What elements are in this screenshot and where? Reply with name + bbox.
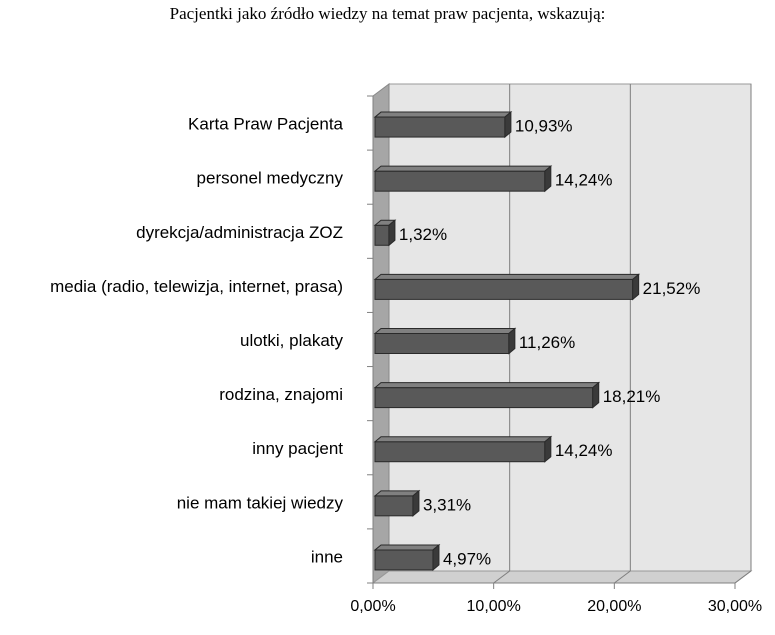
- bar-top: [373, 490, 421, 497]
- category-label: personel medyczny: [197, 169, 344, 188]
- x-tick-label: 0,00%: [350, 598, 395, 615]
- bar-top: [373, 436, 553, 443]
- bar: [374, 333, 510, 354]
- plot-floor: [371, 570, 753, 584]
- data-label: 11,26%: [519, 333, 575, 352]
- bar-side: [632, 273, 640, 301]
- bar-side: [592, 381, 600, 409]
- bar: [374, 170, 546, 192]
- x-tick-label: 30,00%: [708, 598, 762, 615]
- category-label: Karta Praw Pacjenta: [188, 115, 344, 134]
- category-label: inne: [311, 547, 343, 566]
- category-label: dyrekcja/administracja ZOZ: [136, 223, 343, 242]
- data-label: 1,32%: [399, 225, 447, 244]
- bar: [374, 495, 414, 517]
- category-label: rodzina, znajomi: [219, 385, 343, 404]
- data-label: 10,93%: [515, 117, 573, 136]
- gridline-floor: [734, 570, 752, 584]
- category-label: nie mam takiej wiedzy: [177, 493, 344, 512]
- bar: [374, 224, 390, 246]
- bar: [374, 116, 506, 138]
- category-label: media (radio, telewizja, internet, prasa…: [50, 277, 343, 296]
- bar-side: [508, 327, 516, 355]
- data-label: 21,52%: [643, 279, 701, 298]
- bar-side: [412, 489, 420, 517]
- data-label: 18,21%: [603, 387, 661, 406]
- gridline-floor: [614, 570, 631, 584]
- category-label: ulotki, plakaty: [240, 331, 343, 350]
- bar: [374, 278, 634, 300]
- data-label: 14,24%: [555, 441, 613, 460]
- bar: [374, 549, 434, 571]
- x-tick-label: 10,00%: [467, 598, 521, 615]
- bar-top: [373, 111, 513, 118]
- category-label: inny pacjent: [252, 439, 343, 458]
- data-label: 14,24%: [555, 171, 613, 190]
- bar-top: [373, 273, 641, 280]
- bar-side: [544, 165, 552, 193]
- bar-top: [373, 382, 601, 389]
- bar-top: [373, 165, 553, 172]
- data-label: 4,97%: [443, 549, 491, 568]
- bar-top: [373, 544, 441, 551]
- chart-title: Pacjentki jako źródło wiedzy na temat pr…: [169, 4, 606, 23]
- bar-top: [373, 328, 517, 334]
- x-tick-label: 20,00%: [587, 598, 641, 615]
- bar: [374, 441, 546, 463]
- bar: [374, 387, 594, 409]
- data-label: 3,31%: [423, 495, 471, 514]
- bar-side: [432, 543, 440, 572]
- bar-side: [504, 110, 512, 139]
- bar-side: [544, 435, 552, 463]
- gridline-floor: [493, 570, 510, 584]
- bar-side: [388, 219, 396, 247]
